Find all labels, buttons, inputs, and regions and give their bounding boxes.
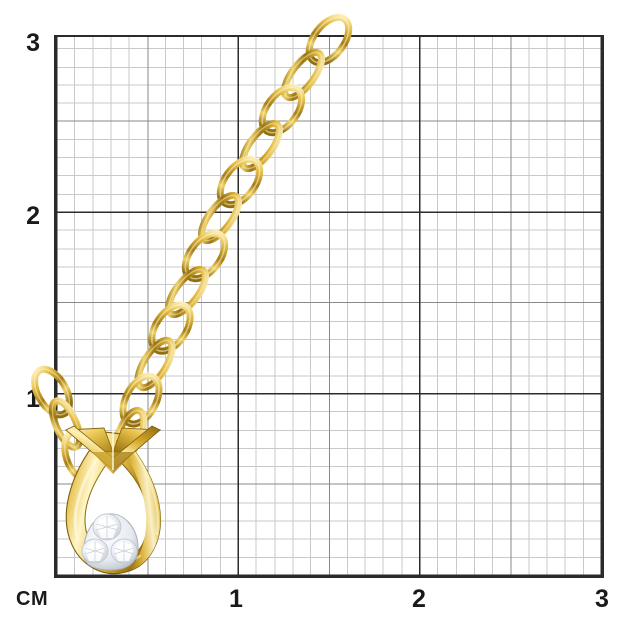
ruler-gridlines [56,37,602,576]
ruler-grid [54,35,604,578]
x-axis-tick-label-3: 3 [595,585,609,613]
x-axis-tick-label-1: 1 [229,585,243,613]
y-axis-tick-label-3: 3 [26,29,40,57]
y-axis-tick-label-2: 2 [26,202,40,230]
unit-label-cm: CM [16,588,49,610]
y-axis-tick-label-1: 1 [26,385,40,413]
x-axis-tick-label-2: 2 [412,585,426,613]
